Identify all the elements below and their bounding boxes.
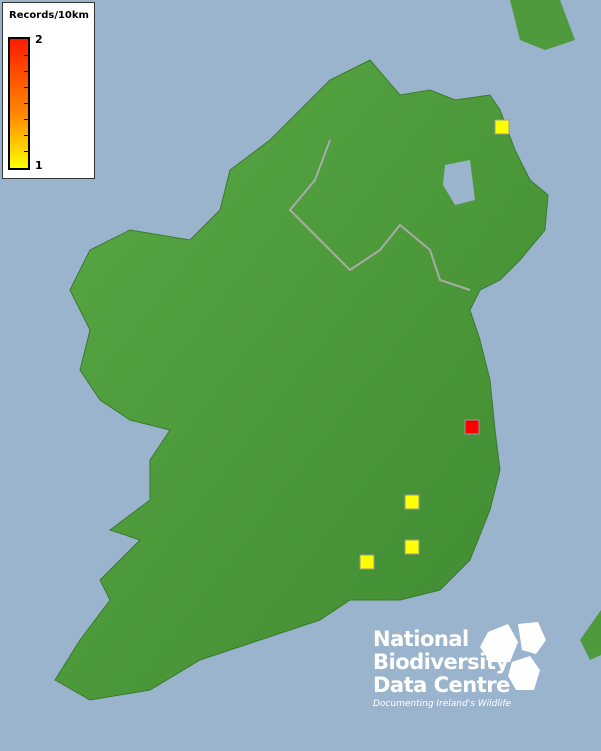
record-square[interactable]	[404, 539, 420, 555]
logo-line3: Data Centre	[373, 673, 510, 697]
hexagon-logo-icon	[480, 622, 546, 690]
logo-line2: Biodiversity	[373, 650, 509, 674]
record-square[interactable]	[464, 419, 480, 435]
scotland-landmass	[510, 0, 575, 50]
record-square[interactable]	[359, 554, 375, 570]
border-line	[288, 139, 471, 291]
lough-neagh	[443, 160, 475, 205]
logo-tagline: Documenting Ireland's Wildlife	[373, 699, 512, 709]
legend-min-label: 1	[35, 159, 43, 172]
wales-landmass	[580, 610, 601, 660]
legend-title: Records/10km	[9, 10, 89, 21]
legend: Records/10km 2 1	[2, 2, 95, 179]
ireland-landmass	[54, 59, 549, 701]
record-square[interactable]	[494, 119, 510, 135]
nbdc-logo: National Biodiversity Data Centre Docume…	[373, 622, 546, 709]
legend-color-scale	[8, 37, 30, 170]
legend-max-label: 2	[35, 33, 43, 46]
record-square[interactable]	[404, 494, 420, 510]
logo-line1: National	[373, 627, 469, 651]
